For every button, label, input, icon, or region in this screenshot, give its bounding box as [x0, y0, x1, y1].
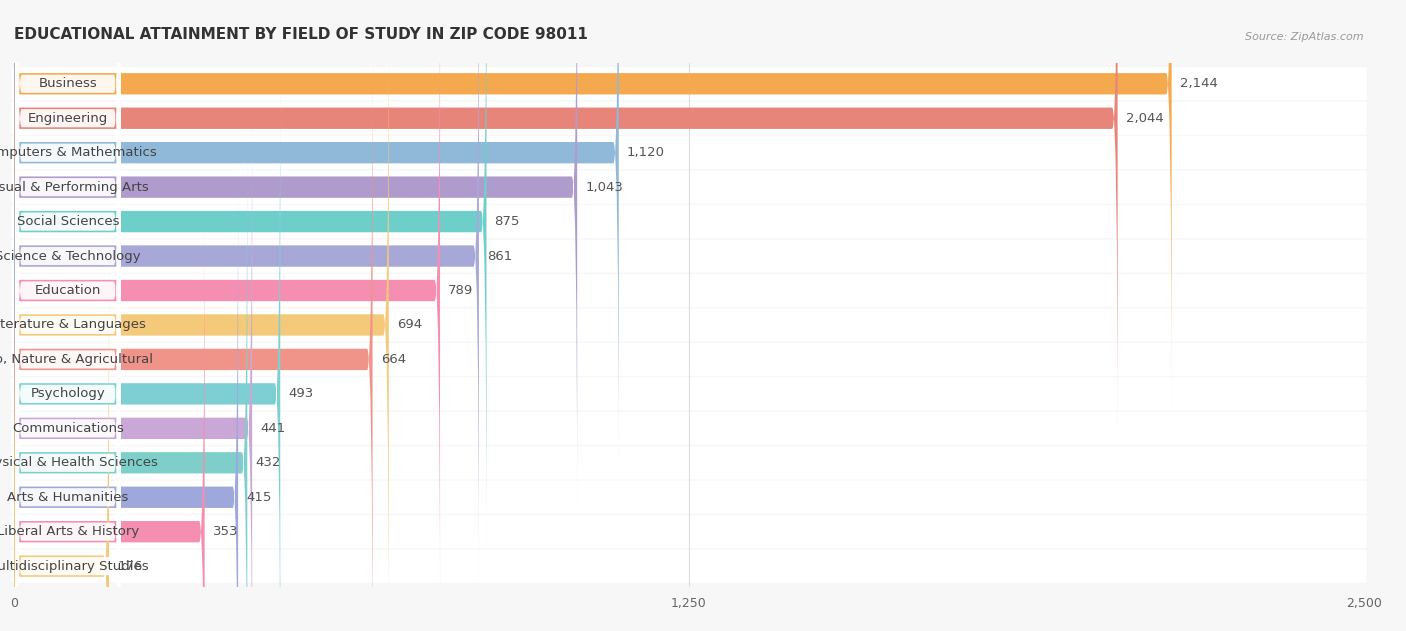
FancyBboxPatch shape: [14, 163, 238, 631]
Text: Visual & Performing Arts: Visual & Performing Arts: [0, 180, 149, 194]
Text: 1,120: 1,120: [627, 146, 665, 159]
FancyBboxPatch shape: [11, 240, 1367, 273]
FancyBboxPatch shape: [11, 309, 1367, 341]
FancyBboxPatch shape: [11, 205, 1367, 238]
Text: 493: 493: [288, 387, 314, 401]
Text: Liberal Arts & History: Liberal Arts & History: [0, 525, 139, 538]
FancyBboxPatch shape: [11, 515, 1367, 548]
FancyBboxPatch shape: [11, 481, 1367, 514]
FancyBboxPatch shape: [15, 0, 121, 631]
Text: 664: 664: [381, 353, 406, 366]
FancyBboxPatch shape: [15, 59, 121, 631]
FancyBboxPatch shape: [14, 25, 373, 631]
Text: 353: 353: [212, 525, 238, 538]
Text: Computers & Mathematics: Computers & Mathematics: [0, 146, 156, 159]
Text: 861: 861: [486, 249, 512, 262]
Text: Bio, Nature & Agricultural: Bio, Nature & Agricultural: [0, 353, 153, 366]
Text: Science & Technology: Science & Technology: [0, 249, 141, 262]
FancyBboxPatch shape: [15, 0, 121, 631]
FancyBboxPatch shape: [14, 0, 479, 590]
FancyBboxPatch shape: [11, 377, 1367, 410]
FancyBboxPatch shape: [14, 60, 280, 631]
FancyBboxPatch shape: [11, 446, 1367, 480]
Text: 694: 694: [396, 319, 422, 331]
FancyBboxPatch shape: [11, 274, 1367, 307]
FancyBboxPatch shape: [11, 136, 1367, 169]
Text: 415: 415: [246, 491, 271, 504]
FancyBboxPatch shape: [15, 162, 121, 631]
FancyBboxPatch shape: [15, 0, 121, 488]
FancyBboxPatch shape: [11, 550, 1367, 582]
FancyBboxPatch shape: [11, 102, 1367, 135]
FancyBboxPatch shape: [14, 0, 1118, 452]
Text: 176: 176: [117, 560, 142, 573]
Text: Engineering: Engineering: [28, 112, 108, 125]
FancyBboxPatch shape: [11, 343, 1367, 376]
Text: Literature & Languages: Literature & Languages: [0, 319, 146, 331]
FancyBboxPatch shape: [14, 0, 1171, 418]
Text: 2,144: 2,144: [1180, 77, 1218, 90]
Text: Arts & Humanities: Arts & Humanities: [7, 491, 128, 504]
Text: 875: 875: [495, 215, 520, 228]
FancyBboxPatch shape: [11, 412, 1367, 445]
Text: Source: ZipAtlas.com: Source: ZipAtlas.com: [1246, 32, 1364, 42]
FancyBboxPatch shape: [15, 0, 121, 631]
FancyBboxPatch shape: [11, 170, 1367, 204]
FancyBboxPatch shape: [14, 0, 440, 625]
FancyBboxPatch shape: [15, 127, 121, 631]
Text: 789: 789: [449, 284, 474, 297]
FancyBboxPatch shape: [14, 0, 619, 487]
FancyBboxPatch shape: [14, 198, 205, 631]
Text: Social Sciences: Social Sciences: [17, 215, 120, 228]
Text: Multidisciplinary Studies: Multidisciplinary Studies: [0, 560, 149, 573]
Text: Psychology: Psychology: [31, 387, 105, 401]
FancyBboxPatch shape: [15, 0, 121, 557]
Text: 1,043: 1,043: [585, 180, 623, 194]
FancyBboxPatch shape: [15, 24, 121, 631]
FancyBboxPatch shape: [14, 129, 247, 631]
FancyBboxPatch shape: [14, 95, 252, 631]
FancyBboxPatch shape: [14, 0, 486, 555]
Text: Business: Business: [38, 77, 97, 90]
FancyBboxPatch shape: [15, 0, 121, 631]
FancyBboxPatch shape: [15, 93, 121, 631]
FancyBboxPatch shape: [14, 0, 578, 521]
FancyBboxPatch shape: [15, 0, 121, 631]
FancyBboxPatch shape: [14, 0, 388, 631]
Text: 2,044: 2,044: [1126, 112, 1164, 125]
Text: 432: 432: [256, 456, 281, 469]
FancyBboxPatch shape: [15, 0, 121, 626]
FancyBboxPatch shape: [14, 232, 110, 631]
Text: EDUCATIONAL ATTAINMENT BY FIELD OF STUDY IN ZIP CODE 98011: EDUCATIONAL ATTAINMENT BY FIELD OF STUDY…: [14, 27, 588, 42]
FancyBboxPatch shape: [11, 68, 1367, 100]
Text: Physical & Health Sciences: Physical & Health Sciences: [0, 456, 157, 469]
FancyBboxPatch shape: [15, 0, 121, 522]
Text: Communications: Communications: [11, 422, 124, 435]
Text: 441: 441: [260, 422, 285, 435]
FancyBboxPatch shape: [15, 0, 121, 591]
Text: Education: Education: [35, 284, 101, 297]
